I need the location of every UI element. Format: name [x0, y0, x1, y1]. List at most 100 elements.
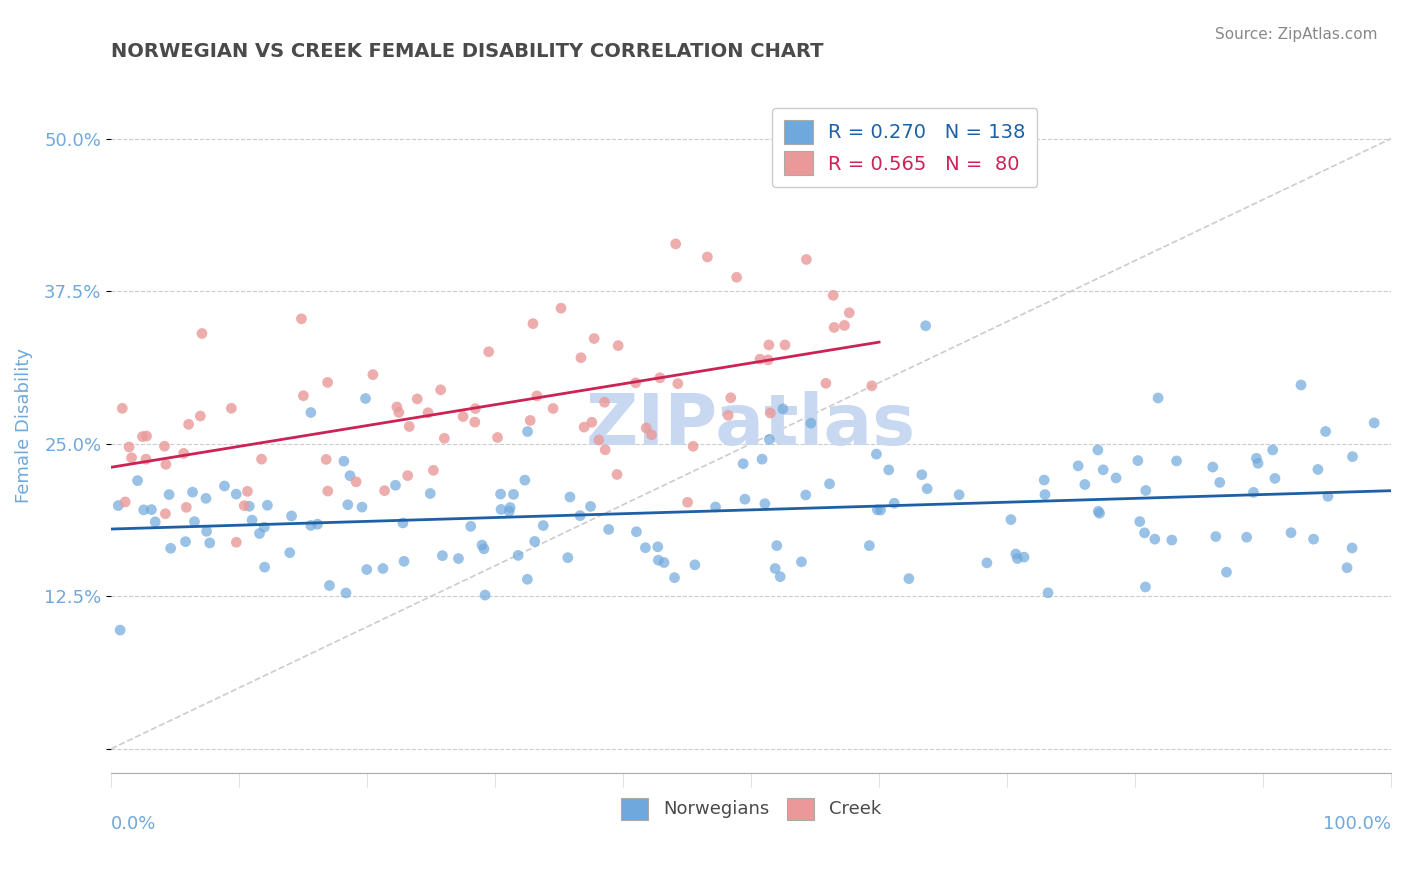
Point	[236, 484, 259, 499]
Point	[335, 586, 357, 600]
Text: ZIPatlas: ZIPatlas	[586, 391, 917, 460]
Point	[478, 344, 501, 359]
Point	[155, 458, 177, 472]
Point	[278, 546, 301, 560]
Point	[238, 500, 260, 514]
Point	[299, 405, 322, 419]
Point	[758, 338, 780, 352]
Point	[388, 405, 411, 419]
Point	[569, 508, 592, 523]
Point	[318, 578, 340, 592]
Point	[153, 439, 176, 453]
Point	[593, 442, 616, 457]
Point	[1336, 560, 1358, 574]
Point	[593, 395, 616, 409]
Point	[198, 536, 221, 550]
Point	[299, 518, 322, 533]
Point	[118, 440, 141, 454]
Point	[1012, 550, 1035, 565]
Point	[948, 488, 970, 502]
Point	[173, 446, 195, 460]
Point	[333, 454, 356, 468]
Point	[513, 473, 536, 487]
Point	[725, 270, 748, 285]
Point	[522, 317, 544, 331]
Point	[588, 433, 610, 447]
Point	[159, 541, 181, 556]
Point	[648, 371, 671, 385]
Point	[195, 524, 218, 539]
Point	[316, 484, 339, 499]
Point	[1341, 541, 1364, 555]
Point	[758, 433, 780, 447]
Point	[374, 483, 396, 498]
Point	[111, 401, 134, 416]
Point	[157, 487, 180, 501]
Point	[765, 539, 787, 553]
Point	[572, 420, 595, 434]
Point	[800, 416, 823, 430]
Point	[464, 401, 486, 416]
Point	[121, 450, 143, 465]
Point	[1316, 489, 1339, 503]
Point	[416, 406, 439, 420]
Point	[183, 515, 205, 529]
Point	[858, 539, 880, 553]
Point	[502, 487, 524, 501]
Point	[1160, 533, 1182, 547]
Point	[385, 400, 408, 414]
Point	[756, 352, 779, 367]
Point	[489, 502, 512, 516]
Point	[911, 467, 934, 482]
Point	[1005, 547, 1028, 561]
Point	[256, 498, 278, 512]
Point	[250, 452, 273, 467]
Point	[141, 502, 163, 516]
Point	[177, 417, 200, 432]
Point	[516, 572, 538, 586]
Point	[1133, 525, 1156, 540]
Point	[240, 513, 263, 527]
Text: Source: ZipAtlas.com: Source: ZipAtlas.com	[1215, 27, 1378, 42]
Point	[550, 301, 572, 316]
Point	[763, 561, 786, 575]
Point	[422, 463, 444, 477]
Point	[634, 541, 657, 555]
Point	[396, 468, 419, 483]
Point	[516, 425, 538, 439]
Point	[307, 517, 329, 532]
Point	[717, 409, 740, 423]
Point	[976, 556, 998, 570]
Point	[823, 320, 845, 334]
Point	[790, 555, 813, 569]
Point	[356, 562, 378, 576]
Point	[647, 553, 669, 567]
Point	[883, 496, 905, 510]
Point	[107, 499, 129, 513]
Point	[354, 392, 377, 406]
Point	[188, 409, 211, 423]
Point	[914, 318, 936, 333]
Text: NORWEGIAN VS CREEK FEMALE DISABILITY CORRELATION CHART: NORWEGIAN VS CREEK FEMALE DISABILITY COR…	[111, 42, 824, 61]
Point	[1092, 463, 1115, 477]
Point	[526, 389, 548, 403]
Point	[221, 401, 243, 416]
Point	[181, 485, 204, 500]
Point	[1147, 391, 1170, 405]
Text: 100.0%: 100.0%	[1323, 815, 1391, 833]
Point	[1205, 530, 1227, 544]
Point	[1105, 471, 1128, 485]
Point	[451, 409, 474, 424]
Point	[191, 326, 214, 341]
Point	[398, 419, 420, 434]
Point	[818, 476, 841, 491]
Point	[664, 571, 686, 585]
Point	[1007, 551, 1029, 566]
Point	[1033, 487, 1056, 501]
Point	[464, 415, 486, 429]
Point	[607, 338, 630, 352]
Point	[834, 318, 856, 333]
Point	[1302, 532, 1324, 546]
Point	[1247, 456, 1270, 470]
Point	[647, 540, 669, 554]
